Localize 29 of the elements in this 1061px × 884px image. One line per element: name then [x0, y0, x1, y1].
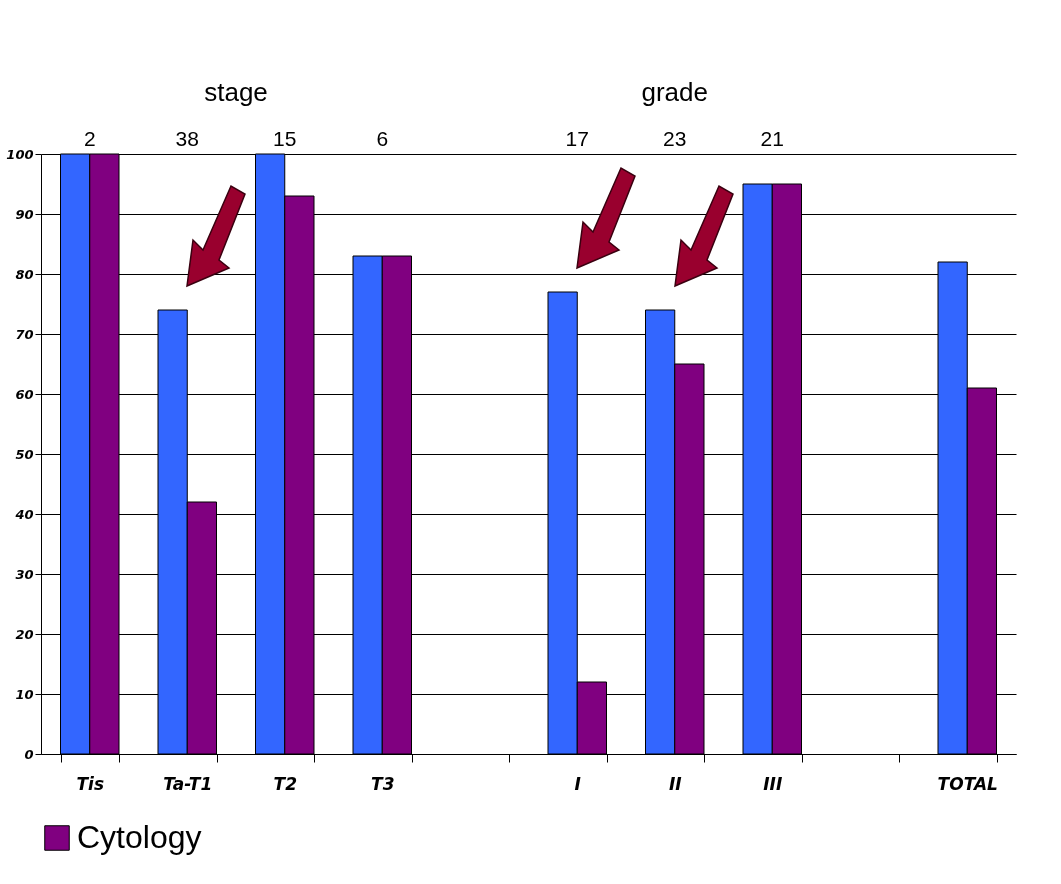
y-tick-label: 90: [15, 206, 34, 222]
text: 23: [663, 127, 687, 150]
y-tick-label: 60: [15, 386, 34, 402]
x-tick-label: T3: [371, 773, 395, 794]
y-tick-label: 0: [24, 746, 34, 762]
y-tick-label: 40: [14, 506, 34, 522]
y-tick-label: 30: [15, 566, 34, 582]
legend-label: Cytology: [77, 819, 202, 855]
y-tick-label: 10: [15, 686, 34, 702]
x-tick-label: Ta-T1: [163, 773, 213, 794]
text: 38: [175, 127, 199, 150]
x-tick-label: III: [763, 773, 783, 794]
x-tick-label: T2: [273, 773, 297, 794]
y-tick-label: 100: [6, 146, 34, 162]
y-tick-label: 70: [15, 326, 34, 342]
y-tick-label: 80: [15, 266, 34, 282]
text: 6: [376, 127, 389, 150]
text: grade: [641, 77, 708, 107]
y-tick-label: 20: [15, 626, 34, 642]
text: 17: [565, 127, 589, 150]
text: stage: [204, 77, 268, 107]
x-tick-label: II: [668, 773, 682, 794]
x-tick-label: TOTAL: [937, 773, 998, 794]
x-tick-label: I: [574, 773, 581, 794]
y-tick-label: 50: [15, 446, 34, 462]
text: 15: [273, 127, 297, 150]
text: 2: [83, 127, 96, 150]
x-tick-label: Tis: [76, 773, 105, 794]
text: 21: [760, 127, 784, 150]
